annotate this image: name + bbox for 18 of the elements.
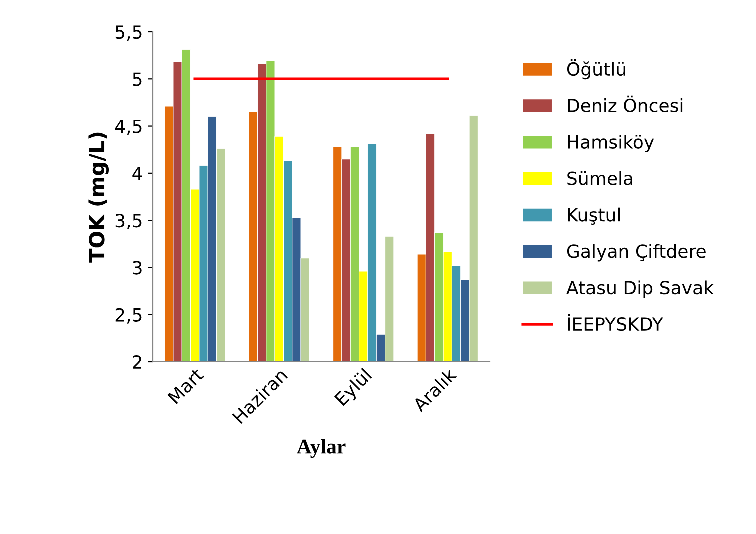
legend-label: Öğütlü: [567, 59, 626, 80]
y-tick-label: 3: [133, 261, 142, 275]
y-tick-label: 2: [133, 355, 142, 369]
legend-label: Hamsiköy: [568, 134, 654, 152]
legend-label: Sümela: [568, 171, 632, 186]
legend-label: Atasu Dip Savak: [566, 280, 714, 298]
legend-label: Deniz Öncesi: [568, 96, 683, 113]
legend-label: İEEPYSKDY: [568, 314, 664, 332]
legend-label: Galyan Çiftdere: [567, 244, 706, 262]
legend-label: Kuştul: [568, 208, 620, 226]
y-tick-label: 5,5: [116, 26, 142, 41]
y-axis-title: TOK (mg/L): [88, 132, 110, 263]
x-axis-title: Aylar: [297, 439, 346, 458]
y-tick-label: 5: [133, 72, 142, 86]
y-tick-label: 3,5: [116, 214, 142, 230]
y-tick-label: 4: [132, 167, 142, 180]
y-tick-label: 2,5: [116, 308, 142, 324]
y-tick-label: 4,5: [115, 120, 142, 136]
